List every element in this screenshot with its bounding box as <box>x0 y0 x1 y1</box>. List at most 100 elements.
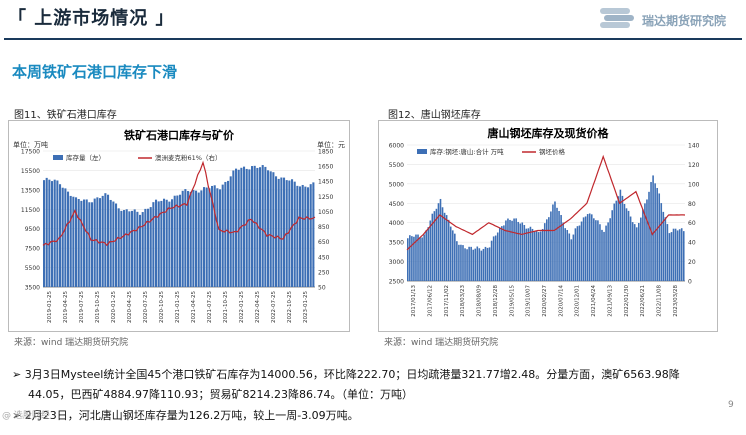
inventory-bar <box>240 167 243 287</box>
inventory-bar <box>197 192 200 287</box>
inventory-bar <box>505 220 507 281</box>
inventory-bar <box>574 228 577 281</box>
inventory-bar <box>680 228 683 281</box>
x-tick-label: 2022/06/21 <box>640 285 646 317</box>
inventory-bar <box>128 211 131 287</box>
logo-icon <box>600 8 634 28</box>
inventory-bar <box>676 230 679 281</box>
inventory-bar <box>525 228 528 281</box>
inventory-bar <box>570 239 573 281</box>
x-tick-label: 2017/01/13 <box>411 285 417 317</box>
inventory-bar <box>237 169 240 287</box>
inventory-bar <box>468 246 470 281</box>
chart1-title: 铁矿石港口库存与矿价 <box>124 128 235 142</box>
inventory-bar <box>272 172 275 287</box>
y-left-tick: 13500 <box>21 187 40 194</box>
inventory-bar <box>625 208 628 281</box>
inventory-bar <box>666 224 669 281</box>
x-tick-label: 2022/01/30 <box>624 285 630 317</box>
inventory-bar <box>48 179 51 287</box>
x-tick-label: 2019-07-25 <box>79 291 85 323</box>
inventory-bar <box>425 230 427 281</box>
logo-text: 瑞达期货研究院 <box>642 14 727 28</box>
inventory-bar <box>556 207 558 281</box>
x-tick-label: 2022-04-25 <box>255 291 261 323</box>
inventory-bar <box>423 234 425 281</box>
inventory-bar <box>451 230 454 281</box>
inventory-bar <box>492 236 495 281</box>
inventory-bar <box>644 203 646 281</box>
inventory-bar <box>627 210 630 281</box>
x-tick-label: 2018/03/23 <box>460 285 466 317</box>
inventory-bar <box>267 170 270 287</box>
inventory-bar <box>498 227 501 281</box>
y-left-tick: 2500 <box>389 279 404 286</box>
inventory-bar <box>531 228 534 281</box>
inventory-bar <box>181 190 184 287</box>
inventory-bar <box>615 200 618 281</box>
inventory-bar <box>152 202 155 287</box>
iron-ore-chart-svg: 铁矿石港口库存与矿价 单位：万吨 单位：元 库存量（左） 澳洲麦克粉61%（右） … <box>9 121 349 331</box>
inventory-bar <box>299 186 302 287</box>
inventory-bar <box>662 211 665 281</box>
y-right-tick: 80 <box>688 201 696 208</box>
x-tick-label: 2019-01-25 <box>47 291 53 323</box>
inventory-bar <box>664 217 667 281</box>
inventory-bar <box>454 233 456 281</box>
inventory-bar <box>165 199 168 287</box>
chart2-title: 唐山钢坯库存及现货价格 <box>488 126 610 140</box>
y-right-tick: 140 <box>688 143 700 150</box>
y-left-tick: 5500 <box>25 265 40 272</box>
inventory-bar <box>488 247 491 281</box>
inventory-bar <box>419 237 421 281</box>
inventory-bar <box>219 189 222 287</box>
x-tick-label: 2023-01-25 <box>303 291 309 323</box>
billet-chart-svg: 唐山钢坯库存及现货价格 库存:钢坯:唐山:合计 万吨 钢坯价格 2500 3000 3… <box>379 121 717 331</box>
inventory-bar <box>176 195 179 287</box>
inventory-bar <box>251 166 254 287</box>
inventory-bar <box>200 190 203 287</box>
inventory-bar <box>474 248 477 281</box>
inventory-bar <box>269 171 272 287</box>
inventory-bar <box>635 227 638 281</box>
inventory-bar <box>115 203 118 287</box>
y-left-tick: 9500 <box>25 226 40 233</box>
x-tick-label: 2021-01-25 <box>175 291 181 323</box>
inventory-bar <box>91 202 94 287</box>
y-left-tick: 17500 <box>21 149 40 156</box>
inventory-bar <box>293 181 296 287</box>
inventory-bar <box>312 182 315 287</box>
inventory-bar <box>291 179 294 287</box>
inventory-bar <box>211 185 214 287</box>
y-right-tick: 100 <box>688 181 700 188</box>
inventory-bar <box>597 220 599 281</box>
inventory-bar <box>670 232 673 281</box>
chart1-left-unit: 单位：万吨 <box>13 140 48 149</box>
inventory-bar <box>437 203 440 281</box>
inventory-bar <box>443 212 446 281</box>
inventory-bar <box>245 168 248 287</box>
figure1-source: 来源：wind 瑞达期货研究院 <box>14 338 129 348</box>
inventory-bar <box>243 166 246 287</box>
inventory-bar <box>125 209 128 287</box>
inventory-bar <box>637 222 640 281</box>
y-left-tick: 3500 <box>389 240 404 247</box>
title-divider <box>4 38 742 40</box>
bullet-text-3: 2月23日，河北唐山钢坯库存量为126.2万吨，较上一周-3.09万吨。 <box>24 409 359 422</box>
inventory-bar <box>277 178 280 287</box>
inventory-bar <box>503 225 505 281</box>
inventory-bar <box>232 170 235 287</box>
inventory-bar <box>447 219 450 281</box>
legend-swatch-bar <box>417 149 427 154</box>
x-tick-label: 2019/05/15 <box>509 285 515 317</box>
bullet-text-1: 3月3日Mysteel统计全国45个港口铁矿石库存为14000.56，环比降22… <box>24 368 680 381</box>
inventory-bar <box>192 189 195 287</box>
inventory-bar <box>580 221 583 281</box>
x-tick-label: 2017/11/02 <box>444 285 450 317</box>
x-tick-label: 2022/11/08 <box>656 285 662 317</box>
y-right-tick: 1650 <box>318 164 333 171</box>
y-right-tick: 1450 <box>318 179 333 186</box>
x-tick-label: 2020-01-25 <box>111 291 117 323</box>
bullet-arrow-icon: ➢ <box>12 368 25 381</box>
inventory-bar <box>568 233 571 281</box>
